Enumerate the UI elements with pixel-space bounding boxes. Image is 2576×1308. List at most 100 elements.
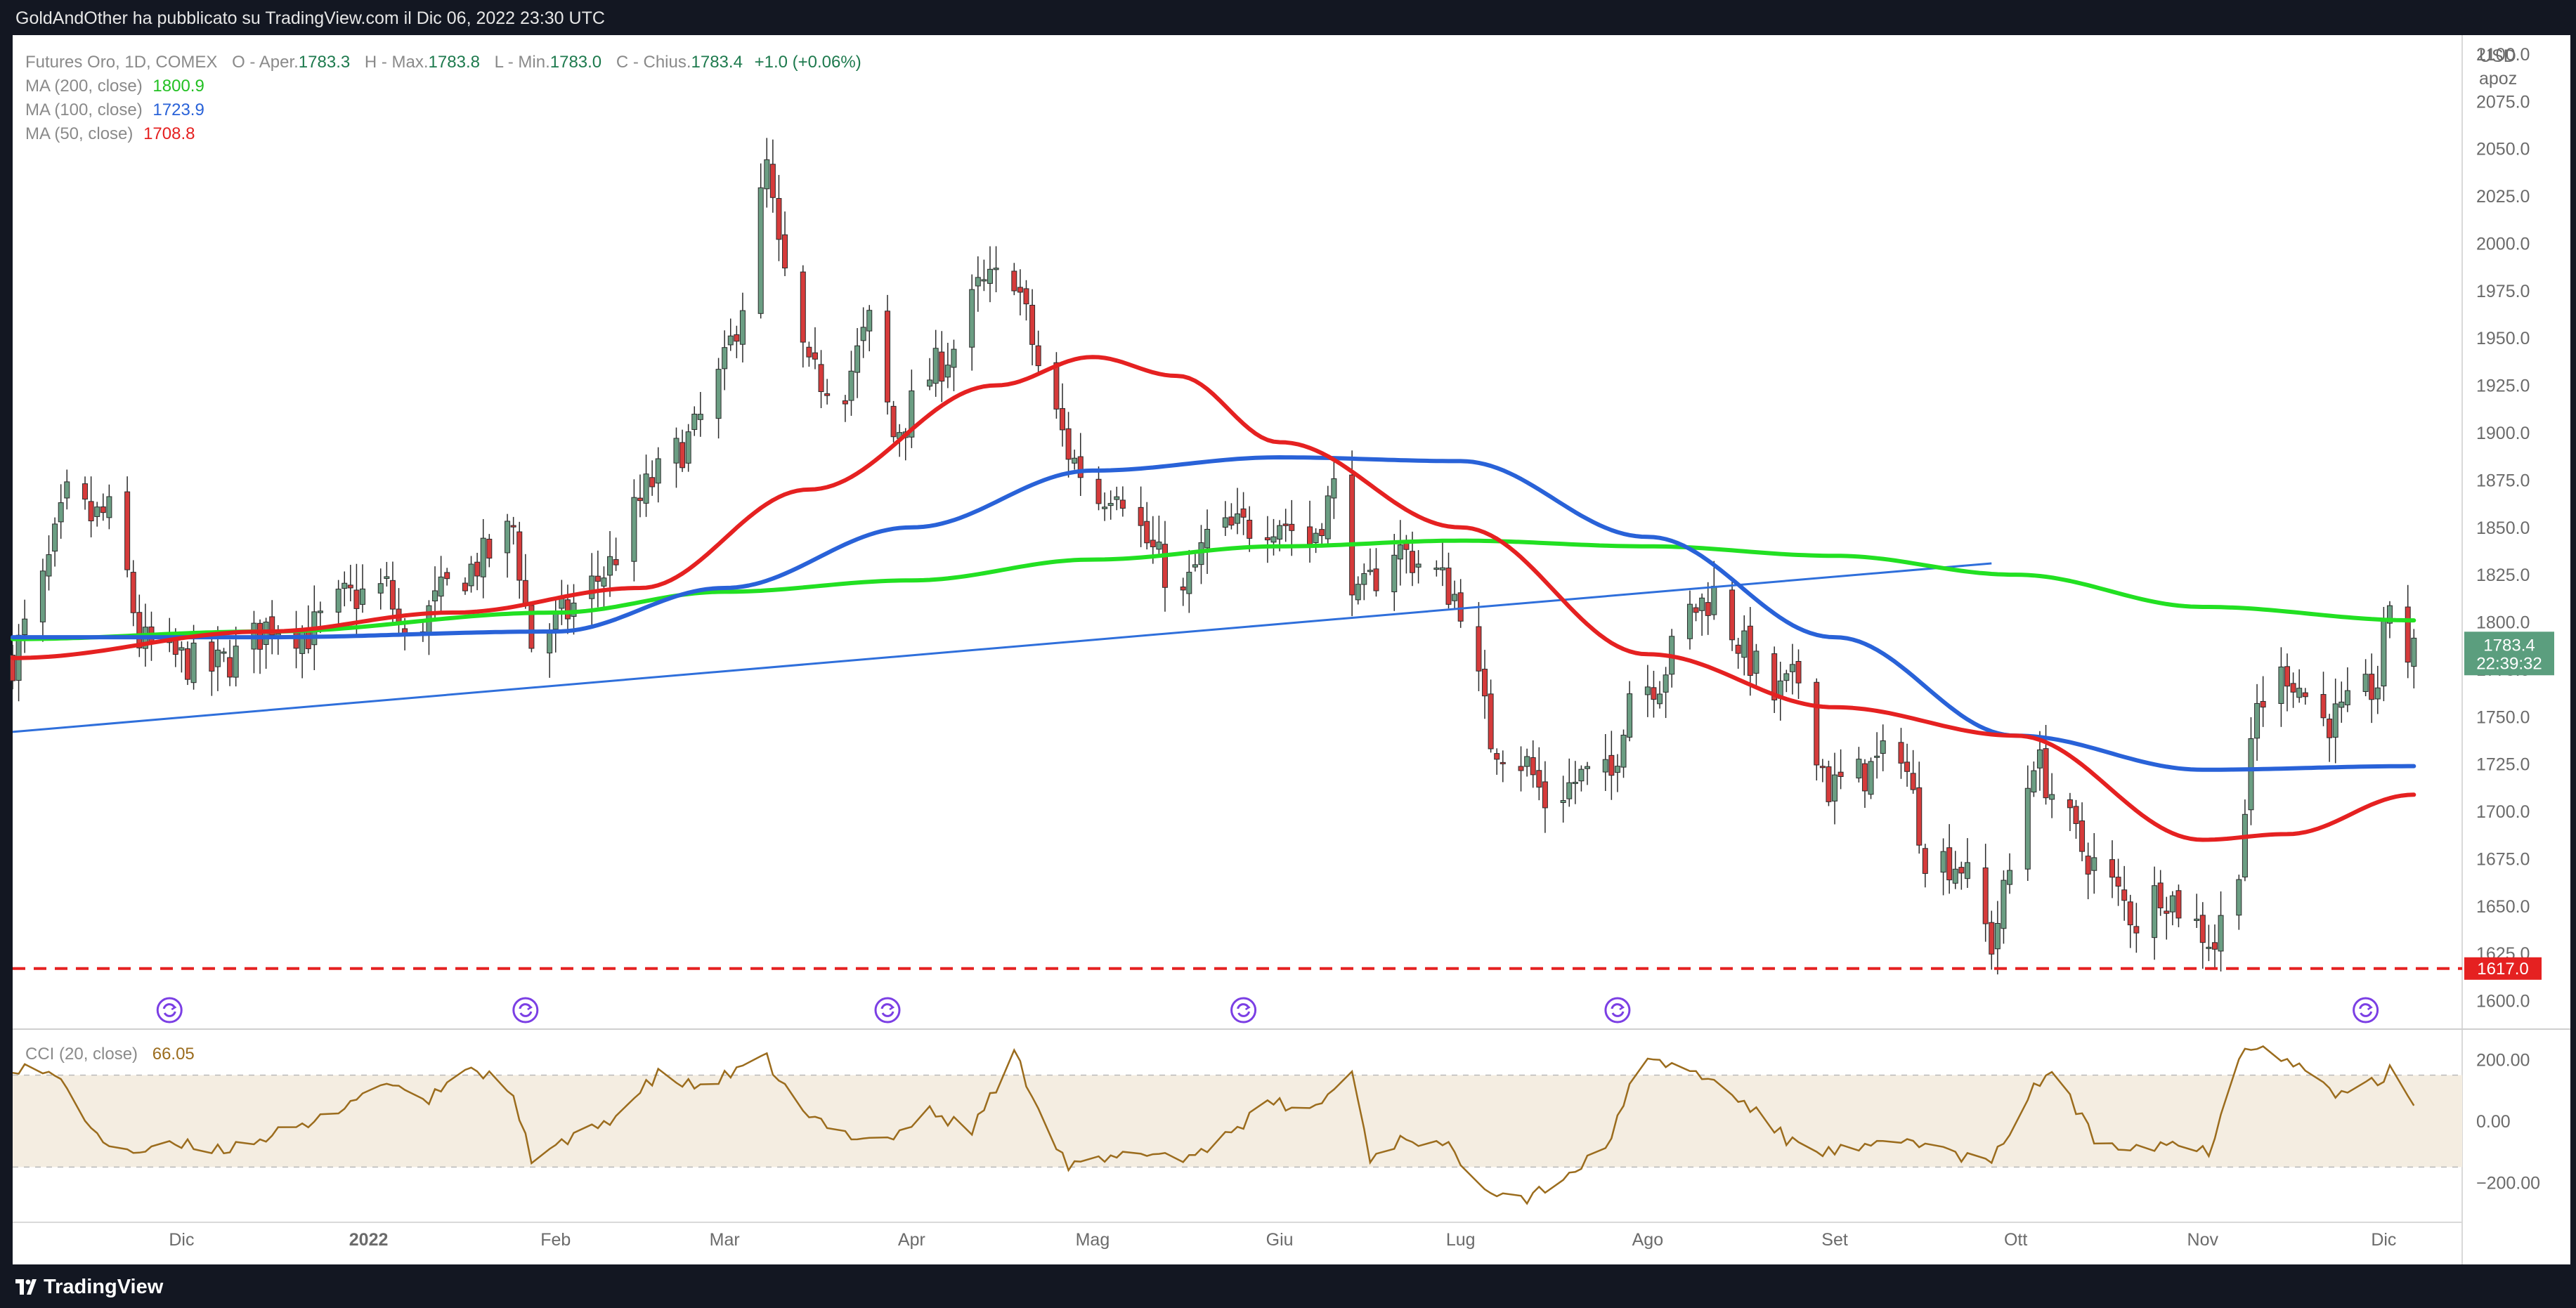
candle-body bbox=[818, 364, 824, 393]
candle-body bbox=[39, 570, 46, 622]
candle-body bbox=[607, 556, 613, 576]
candle-body bbox=[1319, 529, 1325, 537]
support-level-label: 1617.0 bbox=[2464, 957, 2542, 980]
candle-body bbox=[1270, 536, 1277, 543]
candle-body bbox=[1162, 544, 1168, 588]
candle-body bbox=[1457, 592, 1464, 622]
candle-body bbox=[353, 589, 360, 609]
candle-body bbox=[715, 369, 722, 419]
candle-body bbox=[1651, 687, 1657, 700]
cci-legend[interactable]: CCI (20, close) 66.05 bbox=[25, 1045, 195, 1064]
candle-body bbox=[1198, 542, 1204, 565]
candle-body bbox=[462, 582, 468, 591]
candle-body bbox=[2369, 674, 2375, 700]
candle-body bbox=[2248, 738, 2254, 811]
candle-body bbox=[2067, 799, 2073, 809]
legend-symbol: Futures Oro, 1D, COMEX bbox=[25, 53, 217, 72]
candle-body bbox=[1693, 607, 1699, 613]
price-pane bbox=[10, 138, 2462, 1023]
time-axis[interactable]: Dic 2022 Feb Mar Apr Mag Giu Lug Ago Set Ott Nov Dic bbox=[169, 1230, 2396, 1250]
candle-body bbox=[46, 554, 52, 577]
candle-body bbox=[1898, 742, 1904, 764]
candle-body bbox=[178, 647, 185, 650]
candle-body bbox=[2024, 787, 2031, 870]
candle-body bbox=[1367, 570, 1373, 573]
candle-body bbox=[1753, 650, 1759, 674]
candle-body bbox=[1247, 519, 1253, 539]
price-tick-label: 1725.0 bbox=[2476, 755, 2530, 775]
candle-body bbox=[486, 538, 493, 559]
candle-body bbox=[1922, 848, 1928, 874]
candle-body bbox=[613, 559, 619, 565]
time-tick-label: Nov bbox=[2187, 1230, 2219, 1250]
candle-body bbox=[1705, 602, 1711, 616]
candle-body bbox=[854, 345, 861, 373]
candle-body bbox=[1072, 457, 1078, 464]
candle-body bbox=[2091, 857, 2097, 871]
candle-body bbox=[981, 279, 987, 282]
candle-body bbox=[1035, 345, 1041, 367]
support-level-value: 1617.0 bbox=[2477, 960, 2528, 979]
candle-body bbox=[432, 590, 438, 601]
ma50-legend[interactable]: MA (50, close) 1708.8 bbox=[25, 124, 195, 143]
candle-body bbox=[1240, 508, 1247, 518]
candle-body bbox=[1023, 288, 1029, 305]
tradingview-logo[interactable]: TradingView bbox=[15, 1276, 163, 1299]
candle-body bbox=[1910, 773, 1916, 790]
candle-body bbox=[1439, 567, 1445, 570]
candle-body bbox=[1282, 523, 1289, 526]
candle-body bbox=[993, 268, 999, 270]
candle-body bbox=[842, 400, 848, 405]
candle-body bbox=[769, 164, 776, 198]
ma200-legend[interactable]: MA (200, close) 1800.9 bbox=[25, 77, 204, 96]
candle-body bbox=[2320, 694, 2327, 719]
candle-body bbox=[2405, 606, 2411, 663]
ma200-label: MA (200, close) bbox=[25, 77, 143, 96]
candle-body bbox=[951, 348, 957, 368]
time-tick-label: Apr bbox=[898, 1230, 925, 1250]
candle-body bbox=[757, 187, 764, 314]
candle-body bbox=[734, 334, 740, 342]
candle-body bbox=[64, 481, 70, 499]
candle-body bbox=[2278, 666, 2284, 704]
chart-area[interactable]: 2100.0 2075.0 2050.0 2025.0 2000.0 1975.0 1950… bbox=[0, 0, 2576, 1264]
candle-body bbox=[317, 610, 323, 613]
price-tick-label: 1800.0 bbox=[2476, 613, 2530, 633]
ma100-legend[interactable]: MA (100, close) 1723.9 bbox=[25, 100, 204, 119]
candle-body bbox=[1614, 766, 1620, 773]
price-tick-label: 2025.0 bbox=[2476, 187, 2530, 207]
dividend-circle-icon bbox=[1230, 997, 1257, 1023]
price-tick-label: 1875.0 bbox=[2476, 471, 2530, 490]
candle-body bbox=[341, 582, 348, 589]
candle-body bbox=[1989, 922, 1995, 955]
cci-axis: 200.00 0.00 −200.00 bbox=[2476, 1051, 2540, 1193]
candle-body bbox=[227, 657, 233, 678]
price-tick-label: 1850.0 bbox=[2476, 518, 2530, 538]
candle-body bbox=[1747, 625, 1753, 676]
candle-body bbox=[1011, 270, 1017, 292]
candle-body bbox=[764, 159, 770, 190]
price-tick-label: 1675.0 bbox=[2476, 849, 2530, 869]
candle-body bbox=[474, 561, 481, 577]
candle-body bbox=[2236, 879, 2242, 916]
candle-body bbox=[2079, 820, 2086, 852]
candle-body bbox=[1783, 673, 1790, 681]
candle-body bbox=[468, 563, 474, 587]
candle-body bbox=[1452, 594, 1458, 601]
cci-label: CCI (20, close) bbox=[25, 1045, 138, 1064]
ma50-line bbox=[11, 355, 2416, 842]
candle-body bbox=[1180, 587, 1186, 591]
price-tick-label: 2075.0 bbox=[2476, 92, 2530, 112]
tradingview-brand: TradingView bbox=[44, 1276, 164, 1298]
candle-body bbox=[1837, 771, 1844, 778]
candle-body bbox=[2127, 901, 2133, 926]
candle-body bbox=[824, 393, 831, 396]
candle-body bbox=[890, 405, 897, 438]
candle-body bbox=[594, 575, 601, 582]
cci-band-fill bbox=[13, 1075, 2462, 1168]
price-axis[interactable]: 2100.0 2075.0 2050.0 2025.0 2000.0 1975.0 1950… bbox=[2476, 45, 2530, 1012]
candle-body bbox=[1585, 766, 1590, 769]
dividend-circle-icon bbox=[1604, 997, 1631, 1023]
candle-body bbox=[1077, 456, 1084, 478]
candle-body bbox=[1711, 585, 1717, 615]
